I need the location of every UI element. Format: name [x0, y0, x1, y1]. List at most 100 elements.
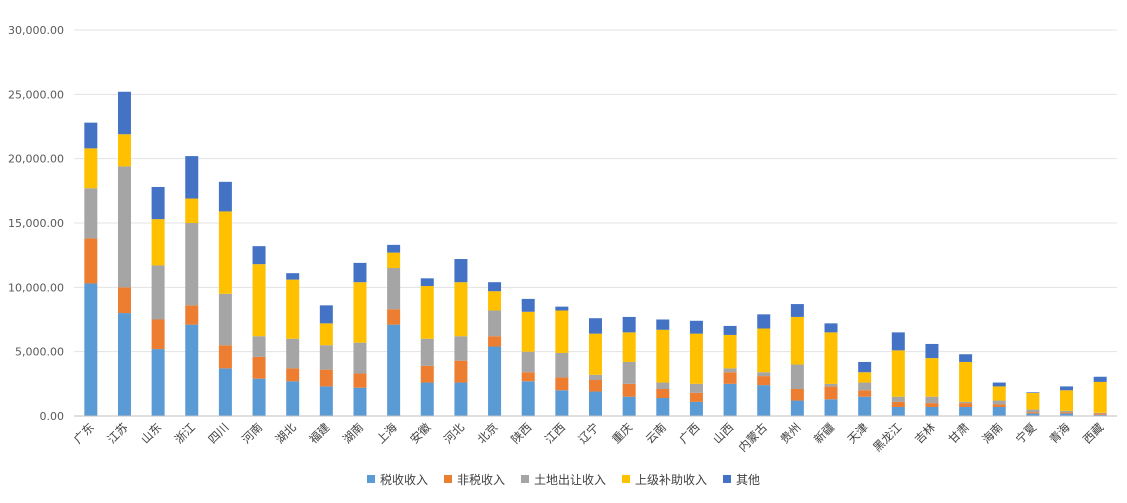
bar-segment — [353, 342, 367, 374]
bar-segment — [84, 238, 98, 284]
bar-segment — [858, 361, 872, 373]
legend-item: 上级补助收入 — [622, 473, 707, 487]
bar-segment — [757, 376, 771, 386]
bar-segment — [420, 365, 434, 383]
bar-segment — [387, 309, 401, 325]
x-tick-label: 天津 — [845, 420, 871, 446]
x-tick-label: 四川 — [205, 420, 231, 446]
legend-label: 上级补助收入 — [635, 473, 707, 487]
y-tick-label: 5,000.00 — [15, 346, 64, 359]
bar-segment — [689, 392, 703, 402]
bar-segment — [319, 323, 333, 346]
bar-segment — [992, 406, 1006, 416]
bar-segment — [858, 372, 872, 383]
bar-segment — [723, 334, 737, 369]
bar-segment — [858, 396, 872, 416]
bar-segment — [84, 148, 98, 189]
x-tick-label: 北京 — [475, 420, 501, 446]
y-axis: 0.00 5,000.00 10,000.00 15,000.00 20,000.00 2… — [8, 24, 64, 423]
bar-segment — [1093, 381, 1107, 413]
x-tick-label: 陕西 — [508, 420, 534, 446]
bar-segment — [117, 91, 131, 135]
bar-segment — [454, 360, 468, 383]
x-tick-label: 山西 — [710, 420, 736, 446]
bar-segment — [218, 368, 232, 416]
x-tick-label: 河北 — [441, 420, 468, 447]
x-axis: 广东 江苏 山东 浙江 四川 河南 湖北 福建 湖南 上海 安徽 河北 北京 陕西 江西 辽宁 重庆 云南 广西 山西… — [71, 415, 1117, 455]
bar-segment — [824, 383, 838, 387]
bar-segment — [185, 198, 199, 223]
bar-segment — [218, 211, 232, 294]
x-tick-label: 贵州 — [777, 420, 803, 446]
bar-segment — [1093, 413, 1107, 415]
bar-segment — [622, 396, 636, 416]
bar-segment — [992, 400, 1006, 405]
bar-segment — [1060, 410, 1074, 413]
bar-segment — [521, 381, 535, 416]
bar-segment — [1060, 390, 1074, 411]
bar-segment — [656, 382, 670, 389]
legend-label: 非税收入 — [457, 473, 505, 487]
bar-segment — [151, 349, 165, 416]
bar-segment — [589, 391, 602, 416]
bar-segment — [218, 181, 232, 212]
legend: 税收收入 非税收入 土地出让收入 上级补助收入 其他 — [367, 473, 760, 487]
bar-segment — [959, 401, 973, 404]
bar-segment — [454, 336, 468, 361]
bar-segment — [589, 374, 602, 380]
bar-segment — [252, 246, 266, 265]
bar-segment — [790, 400, 804, 416]
bar-segment — [353, 262, 367, 283]
x-tick-label: 湖南 — [340, 420, 366, 446]
x-tick-label: 宁夏 — [1013, 420, 1040, 447]
bar-segment — [656, 319, 670, 330]
bar-segment — [252, 356, 266, 379]
bar-segment — [387, 252, 401, 269]
legend-swatch — [521, 475, 529, 483]
bar-segment — [589, 333, 602, 375]
x-tick-label: 河南 — [239, 420, 265, 446]
bar-segment — [420, 382, 434, 416]
y-tick-label: 30,000.00 — [8, 24, 64, 37]
bar-segment — [689, 320, 703, 334]
bar-segment — [521, 298, 535, 312]
bar-segment — [858, 390, 872, 397]
bar-segment — [353, 387, 367, 416]
x-tick-label: 重庆 — [609, 420, 636, 447]
bar-segment — [1026, 412, 1040, 414]
bar-segment — [488, 336, 502, 347]
bar-segment — [117, 287, 131, 314]
bar-segment — [387, 268, 401, 310]
y-tick-label: 20,000.00 — [8, 153, 64, 166]
bar-segment — [218, 293, 232, 346]
bar-segment — [387, 324, 401, 416]
legend-swatch — [444, 475, 452, 483]
bar-segment — [959, 354, 973, 362]
bar-segment — [1026, 392, 1040, 410]
bar-segment — [555, 377, 569, 391]
bar-segment — [589, 379, 602, 392]
bar-segment — [891, 406, 905, 416]
bar-segment — [824, 323, 838, 333]
bar-segment — [622, 361, 636, 384]
legend-swatch — [622, 475, 630, 483]
legend-item: 土地出让收入 — [521, 473, 606, 487]
x-tick-label: 黑龙江 — [870, 420, 905, 455]
bar-segment — [589, 318, 602, 334]
bar-segment — [689, 401, 703, 416]
bar-segment — [252, 264, 266, 337]
bar-segment — [925, 406, 939, 416]
bar-segment — [420, 338, 434, 366]
x-tick-label: 安徽 — [407, 420, 434, 447]
bar-segment — [656, 329, 670, 383]
bar-segment — [286, 279, 300, 339]
bar-segment — [151, 219, 165, 266]
bar-segment — [959, 361, 973, 402]
x-tick-label: 西藏 — [1080, 420, 1107, 447]
bars — [84, 91, 1107, 416]
bar-segment — [992, 382, 1006, 387]
bar-segment — [790, 316, 804, 365]
bar-segment — [1060, 412, 1074, 414]
bar-segment — [622, 383, 636, 397]
